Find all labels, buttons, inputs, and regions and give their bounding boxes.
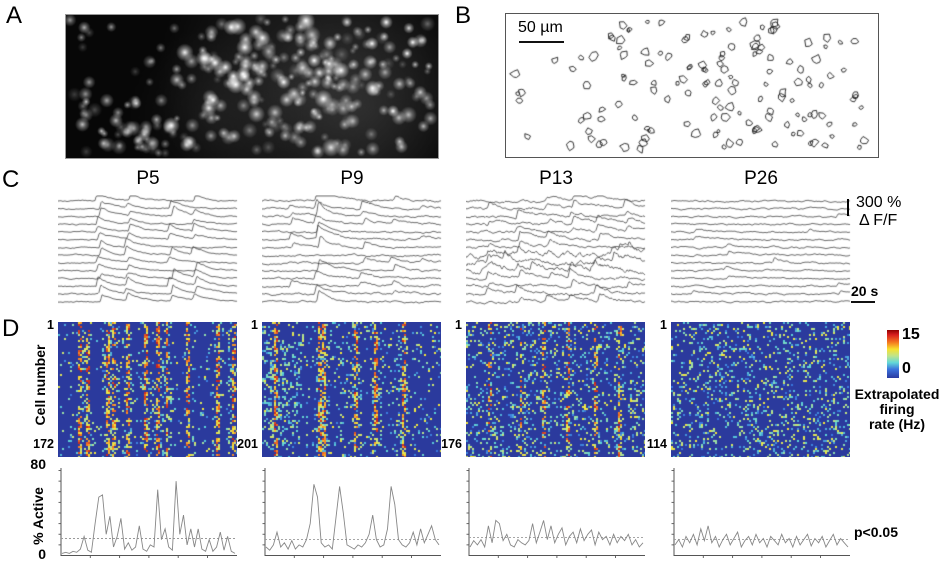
colorbar-label-line3: rate (Hz)	[868, 416, 925, 432]
time-scale-value: 20 s	[851, 283, 879, 299]
last-cell-number: 176	[441, 437, 462, 451]
first-cell-number: 1	[455, 318, 462, 332]
colorbar-max-value: 15	[902, 326, 920, 343]
colorbar-label: Extrapolated firing rate (Hz)	[843, 387, 951, 432]
age-title-p5: P5	[136, 168, 160, 189]
percent-active-plot-p9	[262, 468, 441, 558]
panel-a-frame	[65, 14, 439, 159]
age-title-p13: P13	[539, 168, 573, 189]
panel-b-cell-outline-map	[506, 14, 876, 155]
panel-c-label: C	[2, 166, 20, 193]
percent-active-axis-label: % Active	[30, 487, 46, 545]
significance-label: p<0.05	[854, 524, 898, 540]
first-cell-number: 1	[47, 318, 54, 332]
amplitude-scale-unit: Δ F/F	[859, 212, 898, 229]
scale-bar-label: 50 µm	[518, 19, 563, 36]
calcium-traces-p26	[671, 195, 851, 308]
raster-heatmap-p5	[58, 322, 237, 457]
time-scale-line	[851, 301, 875, 303]
percent-active-plot-p5	[58, 468, 237, 558]
percent-active-ymax: 80	[30, 456, 46, 472]
panel-b-label: B	[455, 2, 472, 29]
cell-number-axis-label: Cell number	[32, 344, 48, 426]
last-cell-number: 114	[646, 437, 667, 451]
colorbar-label-line1: Extrapolated	[854, 386, 940, 402]
percent-active-ymin: 0	[38, 546, 46, 562]
raster-heatmap-p9	[262, 322, 441, 457]
colorbar-min-value: 0	[902, 360, 911, 377]
percent-active-plot-p26	[671, 468, 850, 558]
age-title-p26: P26	[744, 168, 778, 189]
colorbar-label-line2: firing	[879, 401, 915, 417]
raster-heatmap-p26	[671, 322, 850, 457]
amplitude-scale-value: 300 %	[856, 194, 902, 211]
calcium-traces-p5	[58, 195, 238, 308]
first-cell-number: 1	[251, 318, 258, 332]
calcium-traces-p9	[262, 195, 442, 308]
last-cell-number: 172	[33, 437, 54, 451]
first-cell-number: 1	[660, 318, 667, 332]
panel-a-label: A	[6, 2, 23, 29]
firing-rate-colorbar	[887, 330, 899, 378]
calcium-traces-p13	[466, 195, 646, 308]
raster-heatmap-p13	[466, 322, 645, 457]
panel-b-frame: 50 µm	[505, 13, 879, 158]
panel-d-label: D	[2, 315, 20, 342]
percent-active-plot-p13	[466, 468, 645, 558]
scale-bar-line	[519, 41, 564, 43]
age-title-p9: P9	[340, 168, 364, 189]
panel-a-fluorescence-image	[66, 15, 438, 158]
amplitude-scale-tick	[847, 199, 849, 216]
last-cell-number: 201	[237, 437, 258, 451]
